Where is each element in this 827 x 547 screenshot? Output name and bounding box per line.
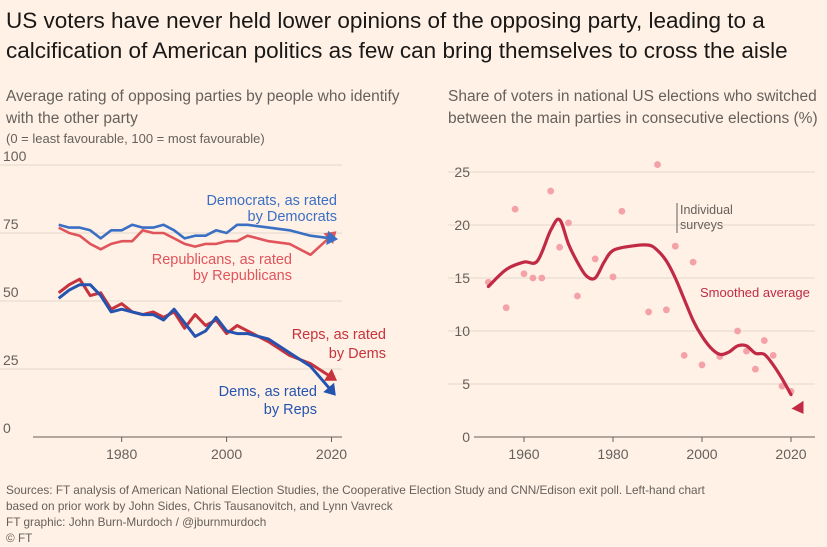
left-y-tick-label: 25: [3, 352, 19, 368]
arrowhead-smoothed: [791, 400, 804, 414]
survey-dot: [556, 243, 563, 251]
survey-dot: [645, 308, 652, 316]
label-smoothed: Smoothed average: [700, 285, 810, 300]
label-rep-by-rep-1: Republicans, as rated: [152, 252, 292, 268]
footer-sources-1: Sources: FT analysis of American Nationa…: [6, 483, 705, 497]
survey-dot: [574, 292, 581, 300]
label-reps-by-dems-1: Reps, as rated: [292, 327, 386, 343]
left-chart: 0 25 50 75 100 1980 2000 2020: [0, 148, 347, 462]
survey-dot: [698, 361, 706, 369]
right-x-tick-label: 2020: [775, 446, 806, 462]
survey-dot: [769, 351, 777, 359]
survey-dot: [734, 327, 741, 335]
survey-dot: [654, 161, 661, 168]
left-y-tick-label: 100: [3, 148, 27, 164]
survey-dot: [538, 274, 546, 282]
left-chart-labels: Democrats, as rated by Democrats Republi…: [152, 193, 386, 418]
right-y-tick-label: 0: [462, 429, 470, 445]
footer-sources-2: based on prior work by John Sides, Chris…: [6, 499, 393, 513]
survey-dot: [671, 242, 679, 250]
headline: US voters have never held lower opinions…: [6, 8, 788, 63]
right-x-tick-label: 2000: [686, 446, 717, 462]
left-y-tick-label: 0: [3, 420, 11, 436]
series-line-dem-by-dem: [58, 223, 332, 240]
right-y-tick-label: 15: [454, 270, 470, 286]
survey-dot: [547, 187, 555, 195]
right-y-tick-label: 5: [462, 376, 470, 392]
survey-dot: [752, 365, 759, 373]
left-subtitle-line1: Average rating of opposing parties by pe…: [6, 88, 400, 127]
survey-dot: [591, 255, 599, 263]
footer-copyright: © FT: [6, 531, 33, 545]
left-chart-subtitle: Average rating of opposing parties by pe…: [6, 86, 406, 148]
survey-dot: [663, 306, 670, 314]
series-line-dems-by-reps: [57, 283, 333, 392]
left-subtitle-line2: (0 = least favourable, 100 = most favour…: [6, 131, 265, 146]
survey-dot: [609, 273, 617, 281]
left-x-tick-label: 1980: [106, 446, 137, 462]
survey-dot: [743, 347, 750, 355]
survey-dot: [689, 258, 697, 266]
left-x-tick-label: 2000: [211, 446, 242, 462]
series-line-rep-by-rep: [58, 226, 333, 257]
label-dems-by-reps-2: by Reps: [264, 402, 317, 418]
footer-credit: FT graphic: John Burn-Murdoch / @jburnmu…: [6, 515, 267, 529]
right-x-tick-label: 1980: [597, 446, 628, 462]
arrowhead-reps-by-dems: [323, 368, 338, 381]
label-reps-by-dems-2: by Dems: [329, 346, 386, 362]
footer: Sources: FT analysis of American Nationa…: [6, 482, 821, 546]
arrowhead-dem-by-dem: [326, 230, 339, 245]
left-y-tick-label: 50: [3, 284, 19, 300]
survey-dot: [502, 304, 510, 312]
survey-dot: [760, 337, 768, 344]
survey-dot: [618, 207, 626, 215]
survey-dot: [511, 205, 519, 213]
label-dem-by-dem-2: by Democrats: [248, 209, 337, 225]
right-y-tick-label: 10: [454, 323, 470, 339]
left-y-tick-label: 75: [3, 216, 19, 232]
label-dem-by-dem-1: Democrats, as rated: [206, 193, 337, 209]
left-x-tick-label: 2020: [316, 446, 347, 462]
label-rep-by-rep-2: by Republicans: [193, 268, 292, 284]
right-chart-subtitle: Share of voters in national US elections…: [448, 88, 818, 127]
right-y-tick-label: 20: [454, 217, 470, 233]
arrowhead-dems-by-reps: [323, 382, 336, 396]
label-individual-1: Individual: [680, 203, 733, 217]
survey-dot: [529, 274, 537, 282]
label-dems-by-reps-1: Dems, as rated: [219, 384, 317, 400]
smoothed-average-line: [486, 217, 793, 397]
survey-dot: [565, 219, 572, 227]
right-y-tick-label: 25: [454, 164, 470, 180]
survey-dot: [680, 351, 688, 359]
label-individual-2: surveys: [680, 218, 723, 232]
right-chart-labels: Individual surveys Smoothed average: [676, 203, 810, 300]
survey-dot: [520, 270, 528, 278]
right-x-tick-label: 1960: [508, 446, 539, 462]
right-chart: 0 5 10 15 20 25 1960 1980 2000 2020: [448, 161, 815, 462]
